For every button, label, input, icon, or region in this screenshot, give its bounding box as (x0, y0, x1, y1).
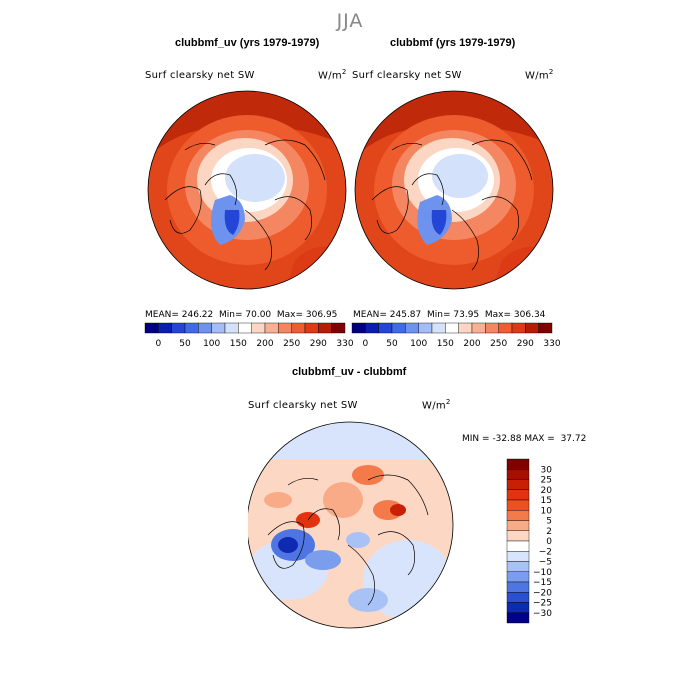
colorbar-swatch (506, 469, 530, 480)
colorbar-swatch (184, 322, 199, 334)
colorbar-tick-label: 290 (310, 339, 327, 349)
variable-label-right: Surf clearsky net SW (352, 70, 462, 81)
polar-map-left (147, 90, 347, 290)
colorbar-swatch (506, 602, 530, 613)
colorbar-swatch (506, 581, 530, 593)
colorbar-swatch (211, 322, 226, 334)
colorbar-swatch (506, 479, 530, 490)
colorbar-swatch (224, 322, 239, 334)
colorbar-swatch (506, 530, 530, 542)
variable-label-diff: Surf clearsky net SW (248, 400, 358, 411)
colorbar-tick-label: −10 (533, 568, 552, 578)
colorbar-swatch (538, 322, 553, 334)
colorbar-tick-label: 30 (541, 465, 553, 475)
colorbar-tick-label: −30 (533, 609, 552, 619)
colorbar-tick-label: 50 (386, 339, 398, 349)
colorbar-tick-label: 100 (203, 339, 220, 349)
colorbar-tick-label: −25 (533, 599, 552, 609)
colorbar-tick-label: 2 (546, 527, 552, 537)
colorbar-swatch (506, 499, 530, 511)
colorbar-tick-label: 250 (283, 339, 300, 349)
colorbar-swatch (498, 322, 513, 334)
units-label-right: W/m2 (525, 68, 554, 82)
stats-left: MEAN= 246.22 Min= 70.00 Max= 306.95 (145, 310, 338, 320)
colorbar-swatch (511, 322, 526, 334)
colorbar-swatch (485, 322, 499, 334)
colorbar-swatch (506, 510, 530, 521)
colorbar-tick-label: −20 (533, 588, 552, 598)
variable-label-left: Surf clearsky net SW (145, 70, 255, 81)
colorbar-tick-label: 290 (517, 339, 534, 349)
units-label-diff: W/m2 (422, 398, 451, 412)
colorbar-swatch (445, 322, 459, 334)
colorbar-tick-label: 5 (546, 517, 552, 527)
colorbar-tick-label: 250 (490, 339, 507, 349)
colorbar-swatch (506, 540, 530, 552)
colorbar-swatch (506, 489, 530, 501)
colorbar-swatch (351, 322, 366, 334)
colorbar-tick-label: 150 (437, 339, 454, 349)
colorbar-swatch (144, 322, 159, 334)
colorbar-swatch (291, 322, 306, 334)
colorbar-swatch (304, 322, 319, 334)
colorbar-swatch (506, 592, 530, 603)
colorbar-swatch (251, 322, 266, 334)
colorbar-tick-label: 20 (541, 486, 553, 496)
colorbar-swatch (264, 322, 279, 334)
colorbar-tick-label: 330 (336, 339, 353, 349)
colorbar-tick-label: −15 (533, 578, 552, 588)
colorbar-left: 0 50 100 150 200 250 290 330 (144, 322, 354, 349)
colorbar-swatch (405, 322, 419, 334)
panel-title-right: clubbmf (yrs 1979-1979) (390, 37, 516, 49)
colorbar-swatch (198, 322, 212, 334)
colorbar-tick-label: 200 (256, 339, 273, 349)
colorbar-swatch (506, 571, 530, 583)
colorbar-swatch (278, 322, 292, 334)
panel-title-diff: clubbmf_uv - clubbmf (292, 366, 407, 378)
colorbar-tick-label: 0 (155, 339, 161, 349)
panel-title-left: clubbmf_uv (yrs 1979-1979) (175, 37, 320, 49)
colorbar-tick-label: 25 (541, 476, 552, 486)
colorbar-swatch (318, 322, 332, 334)
colorbar-tick-label: −2 (539, 547, 552, 557)
colorbar-tick-label: 150 (230, 339, 247, 349)
colorbar-swatch (506, 561, 530, 572)
colorbar-swatch (238, 322, 252, 334)
colorbar-swatch (391, 322, 406, 334)
colorbar-tick-label: 15 (541, 496, 552, 506)
polar-map-right (354, 90, 554, 290)
colorbar-swatch (331, 322, 346, 334)
colorbar-right: 0 50 100 150 200 250 290 330 (351, 322, 561, 349)
colorbar-tick-label: 0 (546, 537, 552, 547)
colorbar-tick-label: 50 (179, 339, 191, 349)
stats-right: MEAN= 245.87 Min= 73.95 Max= 306.34 (353, 310, 546, 320)
colorbar-tick-label: 330 (543, 339, 560, 349)
colorbar-swatch (525, 322, 539, 334)
colorbar-swatch (158, 322, 172, 334)
colorbar-tick-label: −5 (539, 558, 552, 568)
units-label-left: W/m2 (318, 68, 347, 82)
colorbar-tick-label: 100 (410, 339, 427, 349)
colorbar-swatch (506, 520, 530, 531)
colorbar-swatch (458, 322, 473, 334)
stats-diff: MIN = -32.88 MAX = 37.72 (462, 434, 587, 444)
colorbar-tick-label: 10 (541, 506, 553, 516)
colorbar-swatch (506, 612, 530, 624)
colorbar-tick-label: 200 (463, 339, 480, 349)
polar-map-diff (248, 421, 454, 629)
colorbar-swatch (506, 551, 530, 562)
colorbar-swatch (431, 322, 446, 334)
colorbar-swatch (471, 322, 486, 334)
season-title: JJA (336, 10, 364, 32)
colorbar-tick-label: 0 (362, 339, 368, 349)
colorbar-swatch (418, 322, 433, 334)
colorbar-swatch (506, 458, 530, 470)
colorbar-swatch (378, 322, 393, 334)
colorbar-swatch (171, 322, 186, 334)
colorbar-swatch (365, 322, 379, 334)
